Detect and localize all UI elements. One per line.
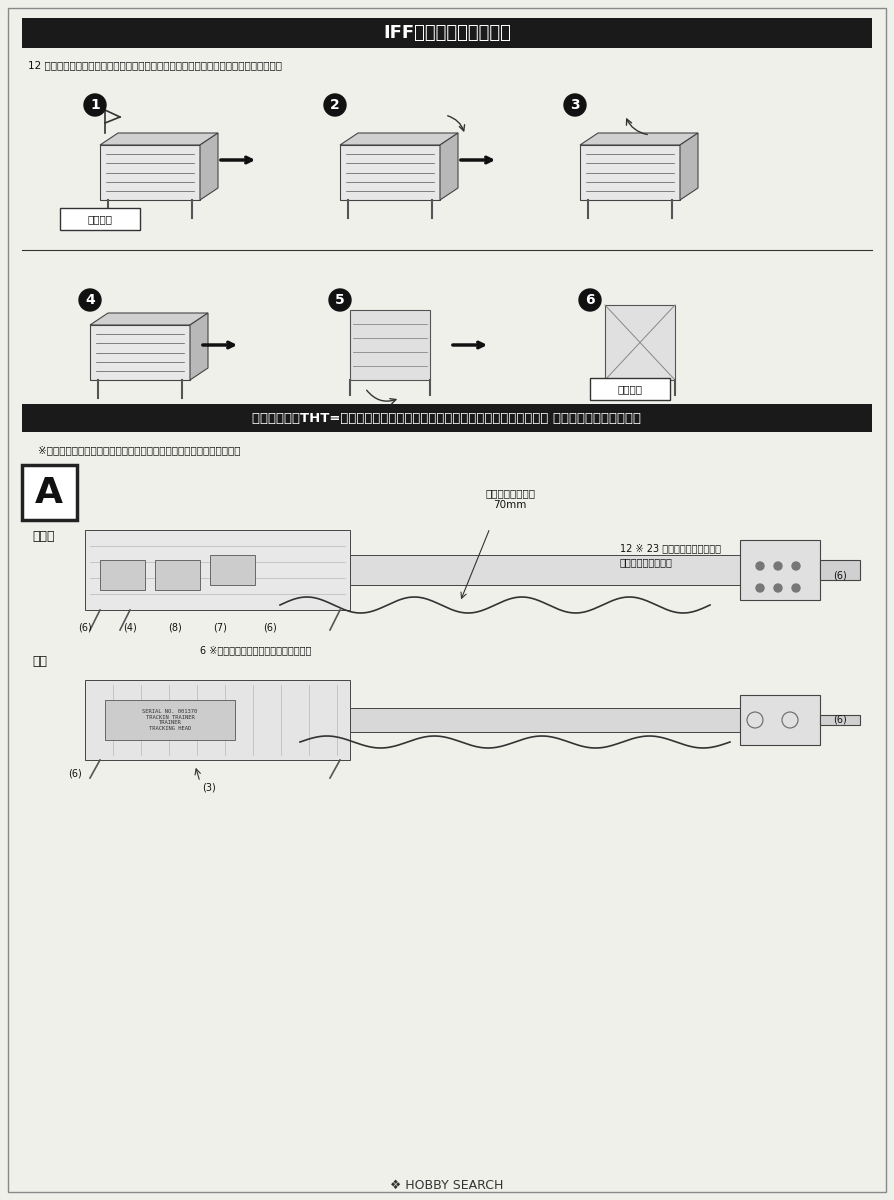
Circle shape	[792, 562, 800, 570]
Text: 収納状態: 収納状態	[618, 384, 643, 394]
Text: (6): (6)	[833, 715, 847, 725]
Bar	[22, 404, 872, 432]
Text: ❖ HOBBY SEARCH: ❖ HOBBY SEARCH	[391, 1178, 503, 1192]
Circle shape	[329, 289, 351, 311]
Polygon shape	[90, 325, 190, 380]
Polygon shape	[85, 530, 350, 610]
Polygon shape	[90, 313, 208, 325]
Circle shape	[774, 584, 782, 592]
Text: 12 でパーツを非接着とした場合、以下のような手順で収納状態とすることができます。: 12 でパーツを非接着とした場合、以下のような手順で収納状態とすることができます…	[28, 60, 282, 70]
Circle shape	[579, 289, 601, 311]
Text: (4): (4)	[123, 622, 137, 632]
Circle shape	[792, 584, 800, 592]
Bar	[22, 18, 872, 48]
Polygon shape	[210, 554, 255, 584]
Polygon shape	[820, 715, 860, 725]
Text: 3: 3	[570, 98, 580, 112]
Text: 1: 1	[90, 98, 100, 112]
Text: ビニールチューブ
70mm: ビニールチューブ 70mm	[485, 488, 535, 510]
Text: A: A	[35, 476, 63, 510]
Text: (6): (6)	[833, 570, 847, 580]
Circle shape	[84, 94, 106, 116]
Polygon shape	[85, 680, 350, 760]
Circle shape	[756, 562, 764, 570]
Text: ※番号が書いていないデカールについては、お好みでご使用ください。: ※番号が書いていないデカールについては、お好みでご使用ください。	[38, 445, 240, 455]
Polygon shape	[580, 133, 698, 145]
Polygon shape	[740, 540, 820, 600]
Text: (8): (8)	[168, 622, 181, 632]
Bar	[590, 378, 670, 400]
Text: SERIAL NO. 001370
TRACKIN TRAINER
TRAINER
TRACKING HEAD: SERIAL NO. 001370 TRACKIN TRAINER TRAINE…	[142, 709, 198, 731]
Polygon shape	[200, 133, 218, 200]
Text: 12 ※ 23 を参考に、組み立てる
前に貼り付けます。: 12 ※ 23 を参考に、組み立てる 前に貼り付けます。	[620, 542, 721, 566]
Text: スティンガーTHT=トラッキングヘッドトレーナー（ロックオン訓練仕様）／ デカールの貼り付け位置: スティンガーTHT=トラッキングヘッドトレーナー（ロックオン訓練仕様）／ デカー…	[252, 412, 642, 425]
Polygon shape	[605, 305, 675, 380]
Circle shape	[79, 289, 101, 311]
Text: (6): (6)	[78, 622, 92, 632]
Text: 2: 2	[330, 98, 340, 112]
Circle shape	[774, 562, 782, 570]
Circle shape	[756, 584, 764, 592]
Polygon shape	[340, 145, 440, 200]
Text: IFFアンテナの格納手順: IFFアンテナの格納手順	[383, 24, 511, 42]
Text: 6: 6	[586, 293, 595, 307]
Polygon shape	[820, 560, 860, 580]
Polygon shape	[580, 145, 680, 200]
Text: 展開状態: 展開状態	[88, 214, 113, 224]
Polygon shape	[350, 554, 740, 584]
Circle shape	[564, 94, 586, 116]
Text: (6): (6)	[263, 622, 277, 632]
Text: 左側面: 左側面	[32, 530, 55, 542]
Polygon shape	[190, 313, 208, 380]
Text: 6 ※反対側も同じように貼り付けます。: 6 ※反対側も同じように貼り付けます。	[200, 646, 311, 655]
Polygon shape	[100, 145, 200, 200]
Polygon shape	[350, 708, 740, 732]
Polygon shape	[155, 560, 200, 590]
Text: 5: 5	[335, 293, 345, 307]
Polygon shape	[440, 133, 458, 200]
Polygon shape	[105, 700, 235, 740]
Bar	[22, 464, 77, 520]
Polygon shape	[100, 133, 218, 145]
Polygon shape	[350, 310, 430, 380]
Text: 上面: 上面	[32, 655, 47, 668]
Text: (3): (3)	[202, 782, 215, 792]
Polygon shape	[740, 695, 820, 745]
Text: (7): (7)	[213, 622, 227, 632]
Bar	[60, 208, 140, 230]
Circle shape	[324, 94, 346, 116]
Polygon shape	[680, 133, 698, 200]
Polygon shape	[100, 560, 145, 590]
Text: 4: 4	[85, 293, 95, 307]
Polygon shape	[340, 133, 458, 145]
Text: (6): (6)	[68, 768, 82, 778]
